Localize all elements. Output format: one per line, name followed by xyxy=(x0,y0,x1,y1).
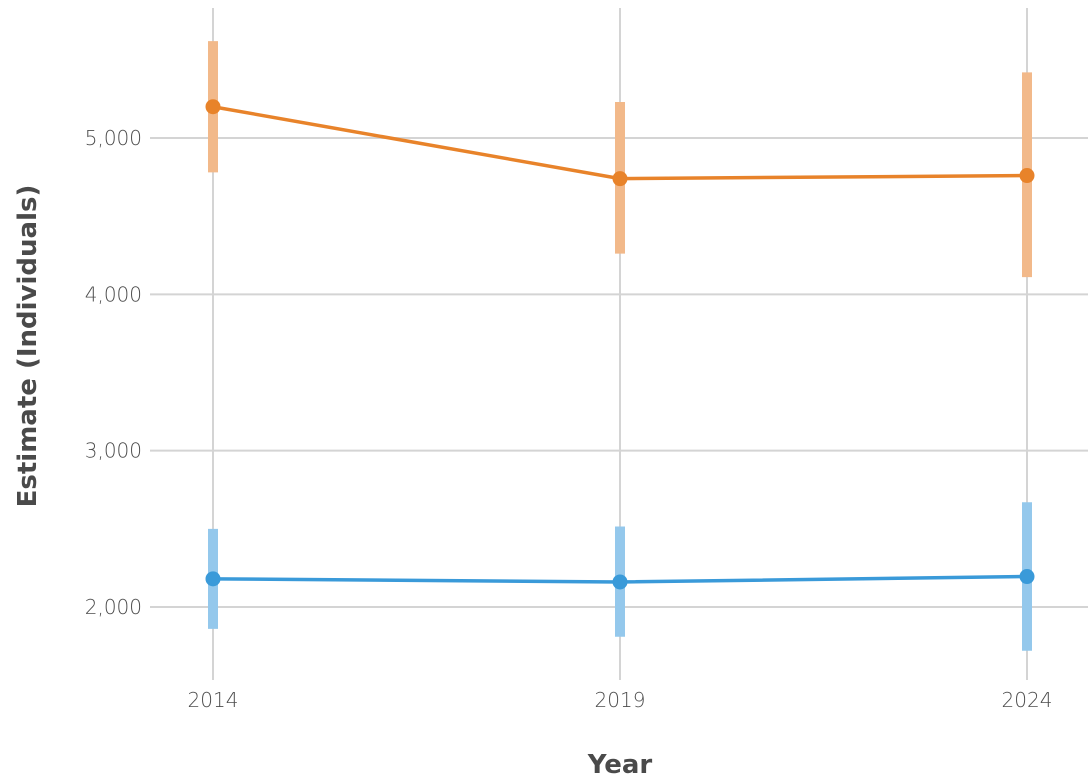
data-point xyxy=(612,574,628,590)
y-axis-tick-labels: 2,000 3,000 4,000 5,000 xyxy=(85,126,142,619)
y-tick-label: 4,000 xyxy=(85,282,142,306)
data-point xyxy=(205,99,221,115)
y-tick-label: 5,000 xyxy=(85,126,142,150)
x-tick-label: 2024 xyxy=(1002,688,1053,712)
x-tick-label: 2019 xyxy=(595,688,646,712)
series-points xyxy=(205,99,1035,590)
x-tick-label: 2014 xyxy=(188,688,239,712)
y-tick-label: 2,000 xyxy=(85,595,142,619)
data-point xyxy=(205,571,221,587)
y-axis-title: Estimate (Individuals) xyxy=(13,185,43,508)
y-tick-label: 3,000 xyxy=(85,439,142,463)
x-axis-tick-labels: 2014 2019 2024 xyxy=(188,688,1053,712)
data-point xyxy=(1019,569,1035,585)
data-point xyxy=(1019,168,1035,184)
data-point xyxy=(612,171,628,187)
x-axis-title: Year xyxy=(587,750,653,780)
